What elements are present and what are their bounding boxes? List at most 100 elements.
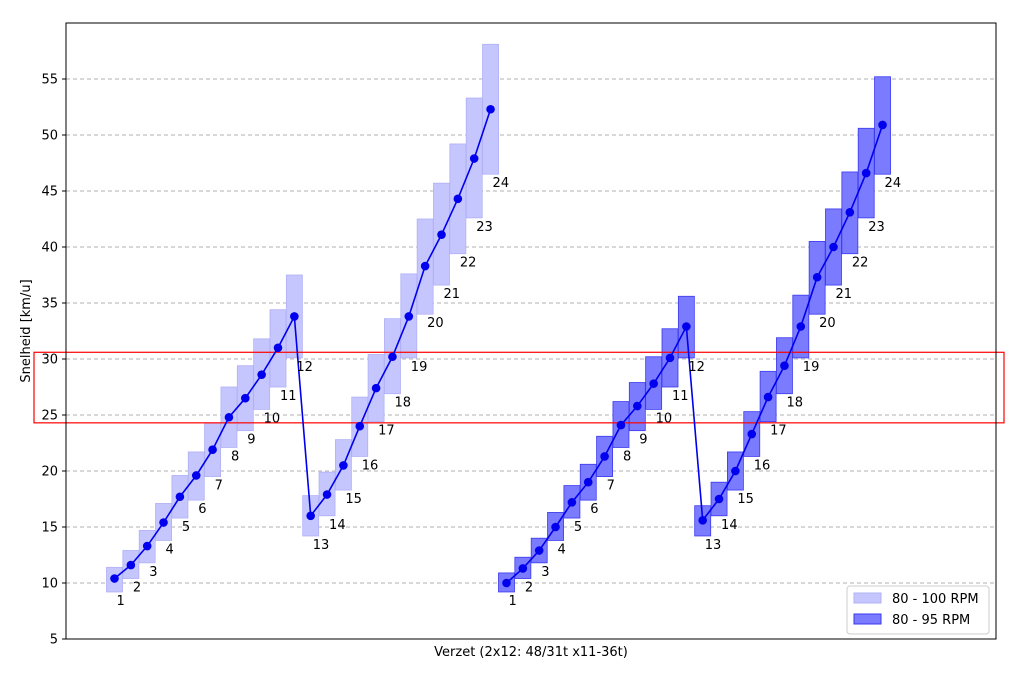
gear-label-dark-20: 20 — [819, 316, 836, 331]
point-light-7 — [208, 445, 217, 455]
gear-label-dark-12: 12 — [688, 360, 705, 375]
gear-label-light-17: 17 — [378, 424, 395, 439]
gear-label-light-14: 14 — [329, 518, 346, 533]
point-dark-22 — [845, 207, 855, 217]
gear-label-dark-7: 7 — [607, 479, 615, 494]
point-light-21 — [437, 230, 446, 239]
point-light-16 — [355, 421, 365, 431]
point-light-23 — [469, 154, 479, 163]
point-dark-6 — [583, 477, 593, 487]
gear-label-dark-14: 14 — [721, 518, 738, 533]
gear-label-dark-19: 19 — [803, 360, 820, 375]
gear-label-light-6: 6 — [198, 502, 206, 517]
point-dark-18 — [780, 361, 789, 371]
point-light-2 — [126, 560, 136, 570]
line-light — [113, 108, 492, 580]
gear-label-light-9: 9 — [247, 433, 255, 448]
gear-label-light-11: 11 — [280, 389, 297, 404]
line-dark — [505, 124, 884, 584]
point-dark-3 — [534, 546, 544, 555]
gear-label-light-2: 2 — [133, 581, 141, 596]
gear-label-light-21: 21 — [444, 287, 461, 302]
point-dark-13 — [698, 515, 707, 525]
point-dark-11 — [665, 353, 675, 363]
gear-label-light-19: 19 — [411, 360, 428, 375]
gear-label-light-12: 12 — [296, 360, 313, 375]
point-light-17 — [371, 383, 381, 393]
gear-label-light-13: 13 — [313, 538, 330, 553]
point-dark-12 — [682, 322, 691, 331]
y-axis-label: Snelheid [km/u] — [19, 279, 34, 382]
point-light-5 — [175, 492, 185, 502]
gear-label-light-3: 3 — [149, 565, 157, 580]
point-dark-15 — [731, 466, 740, 476]
speed-bands — [106, 43, 891, 593]
point-light-10 — [257, 370, 266, 379]
gear-label-light-8: 8 — [231, 449, 239, 464]
point-light-20 — [420, 261, 430, 271]
y-tick-label-25: 25 — [41, 409, 58, 424]
point-light-12 — [290, 312, 299, 321]
legend: 80 - 100 RPM 80 - 95 RPM — [846, 585, 990, 635]
point-dark-4 — [551, 522, 560, 532]
point-light-14 — [322, 490, 332, 499]
point-light-8 — [224, 412, 234, 422]
point-light-22 — [453, 194, 463, 204]
point-dark-19 — [796, 322, 806, 331]
speed-lines — [110, 104, 887, 588]
gear-label-light-18: 18 — [394, 396, 411, 411]
gear-label-dark-23: 23 — [868, 220, 885, 235]
point-light-4 — [159, 518, 168, 527]
y-tick-label-40: 40 — [41, 241, 58, 256]
legend-entry-light: 80 - 100 RPM — [892, 592, 979, 607]
point-dark-23 — [861, 168, 871, 178]
point-dark-5 — [567, 498, 577, 507]
point-dark-21 — [829, 242, 838, 252]
point-light-11 — [273, 343, 283, 353]
point-dark-17 — [763, 392, 773, 402]
point-dark-1 — [502, 578, 511, 588]
gear-label-dark-10: 10 — [656, 411, 673, 426]
y-tick-label-5: 5 — [50, 633, 58, 648]
gear-label-light-10: 10 — [264, 411, 281, 426]
gear-label-dark-9: 9 — [639, 433, 647, 448]
gear-label-dark-24: 24 — [885, 176, 902, 191]
gear-label-light-7: 7 — [215, 479, 223, 494]
gear-label-light-4: 4 — [166, 542, 174, 557]
point-light-15 — [339, 461, 348, 470]
point-dark-9 — [633, 401, 642, 411]
gear-label-light-5: 5 — [182, 520, 190, 535]
point-dark-16 — [747, 429, 757, 439]
point-light-3 — [142, 541, 152, 551]
point-dark-24 — [878, 120, 887, 130]
y-tick-label-35: 35 — [41, 297, 58, 312]
y-tick-label-45: 45 — [41, 185, 58, 200]
gear-label-light-22: 22 — [460, 256, 477, 271]
gear-label-light-1: 1 — [117, 594, 125, 609]
point-dark-7 — [600, 452, 609, 461]
x-axis-label: Verzet (2x12: 48/31t x11-36t) — [434, 645, 628, 660]
gear-label-dark-8: 8 — [623, 449, 631, 464]
y-tick-label-20: 20 — [41, 465, 58, 480]
point-light-1 — [110, 574, 119, 583]
y-tick-label-30: 30 — [41, 353, 58, 368]
gear-label-dark-15: 15 — [737, 492, 754, 507]
y-tick-label-50: 50 — [41, 129, 58, 144]
gear-label-light-23: 23 — [476, 220, 493, 235]
gear-label-dark-6: 6 — [590, 502, 598, 517]
point-light-19 — [404, 312, 414, 321]
gear-label-light-20: 20 — [427, 316, 444, 331]
plot-frame — [65, 22, 997, 640]
legend-box — [846, 585, 990, 635]
gear-label-dark-22: 22 — [852, 256, 869, 271]
gear-label-light-24: 24 — [493, 176, 510, 191]
gear-label-dark-11: 11 — [672, 389, 689, 404]
highlight-band — [33, 351, 1005, 424]
y-axis: 5 10 15 20 25 30 35 40 45 50 55 — [41, 73, 66, 648]
gear-label-dark-3: 3 — [541, 565, 549, 580]
y-tick-label-15: 15 — [41, 521, 58, 536]
gear-label-dark-21: 21 — [836, 287, 853, 302]
point-light-24 — [486, 104, 495, 114]
gear-label-dark-17: 17 — [770, 424, 787, 439]
gear-labels: 1234567891011121314151617181920212223241… — [117, 176, 902, 609]
